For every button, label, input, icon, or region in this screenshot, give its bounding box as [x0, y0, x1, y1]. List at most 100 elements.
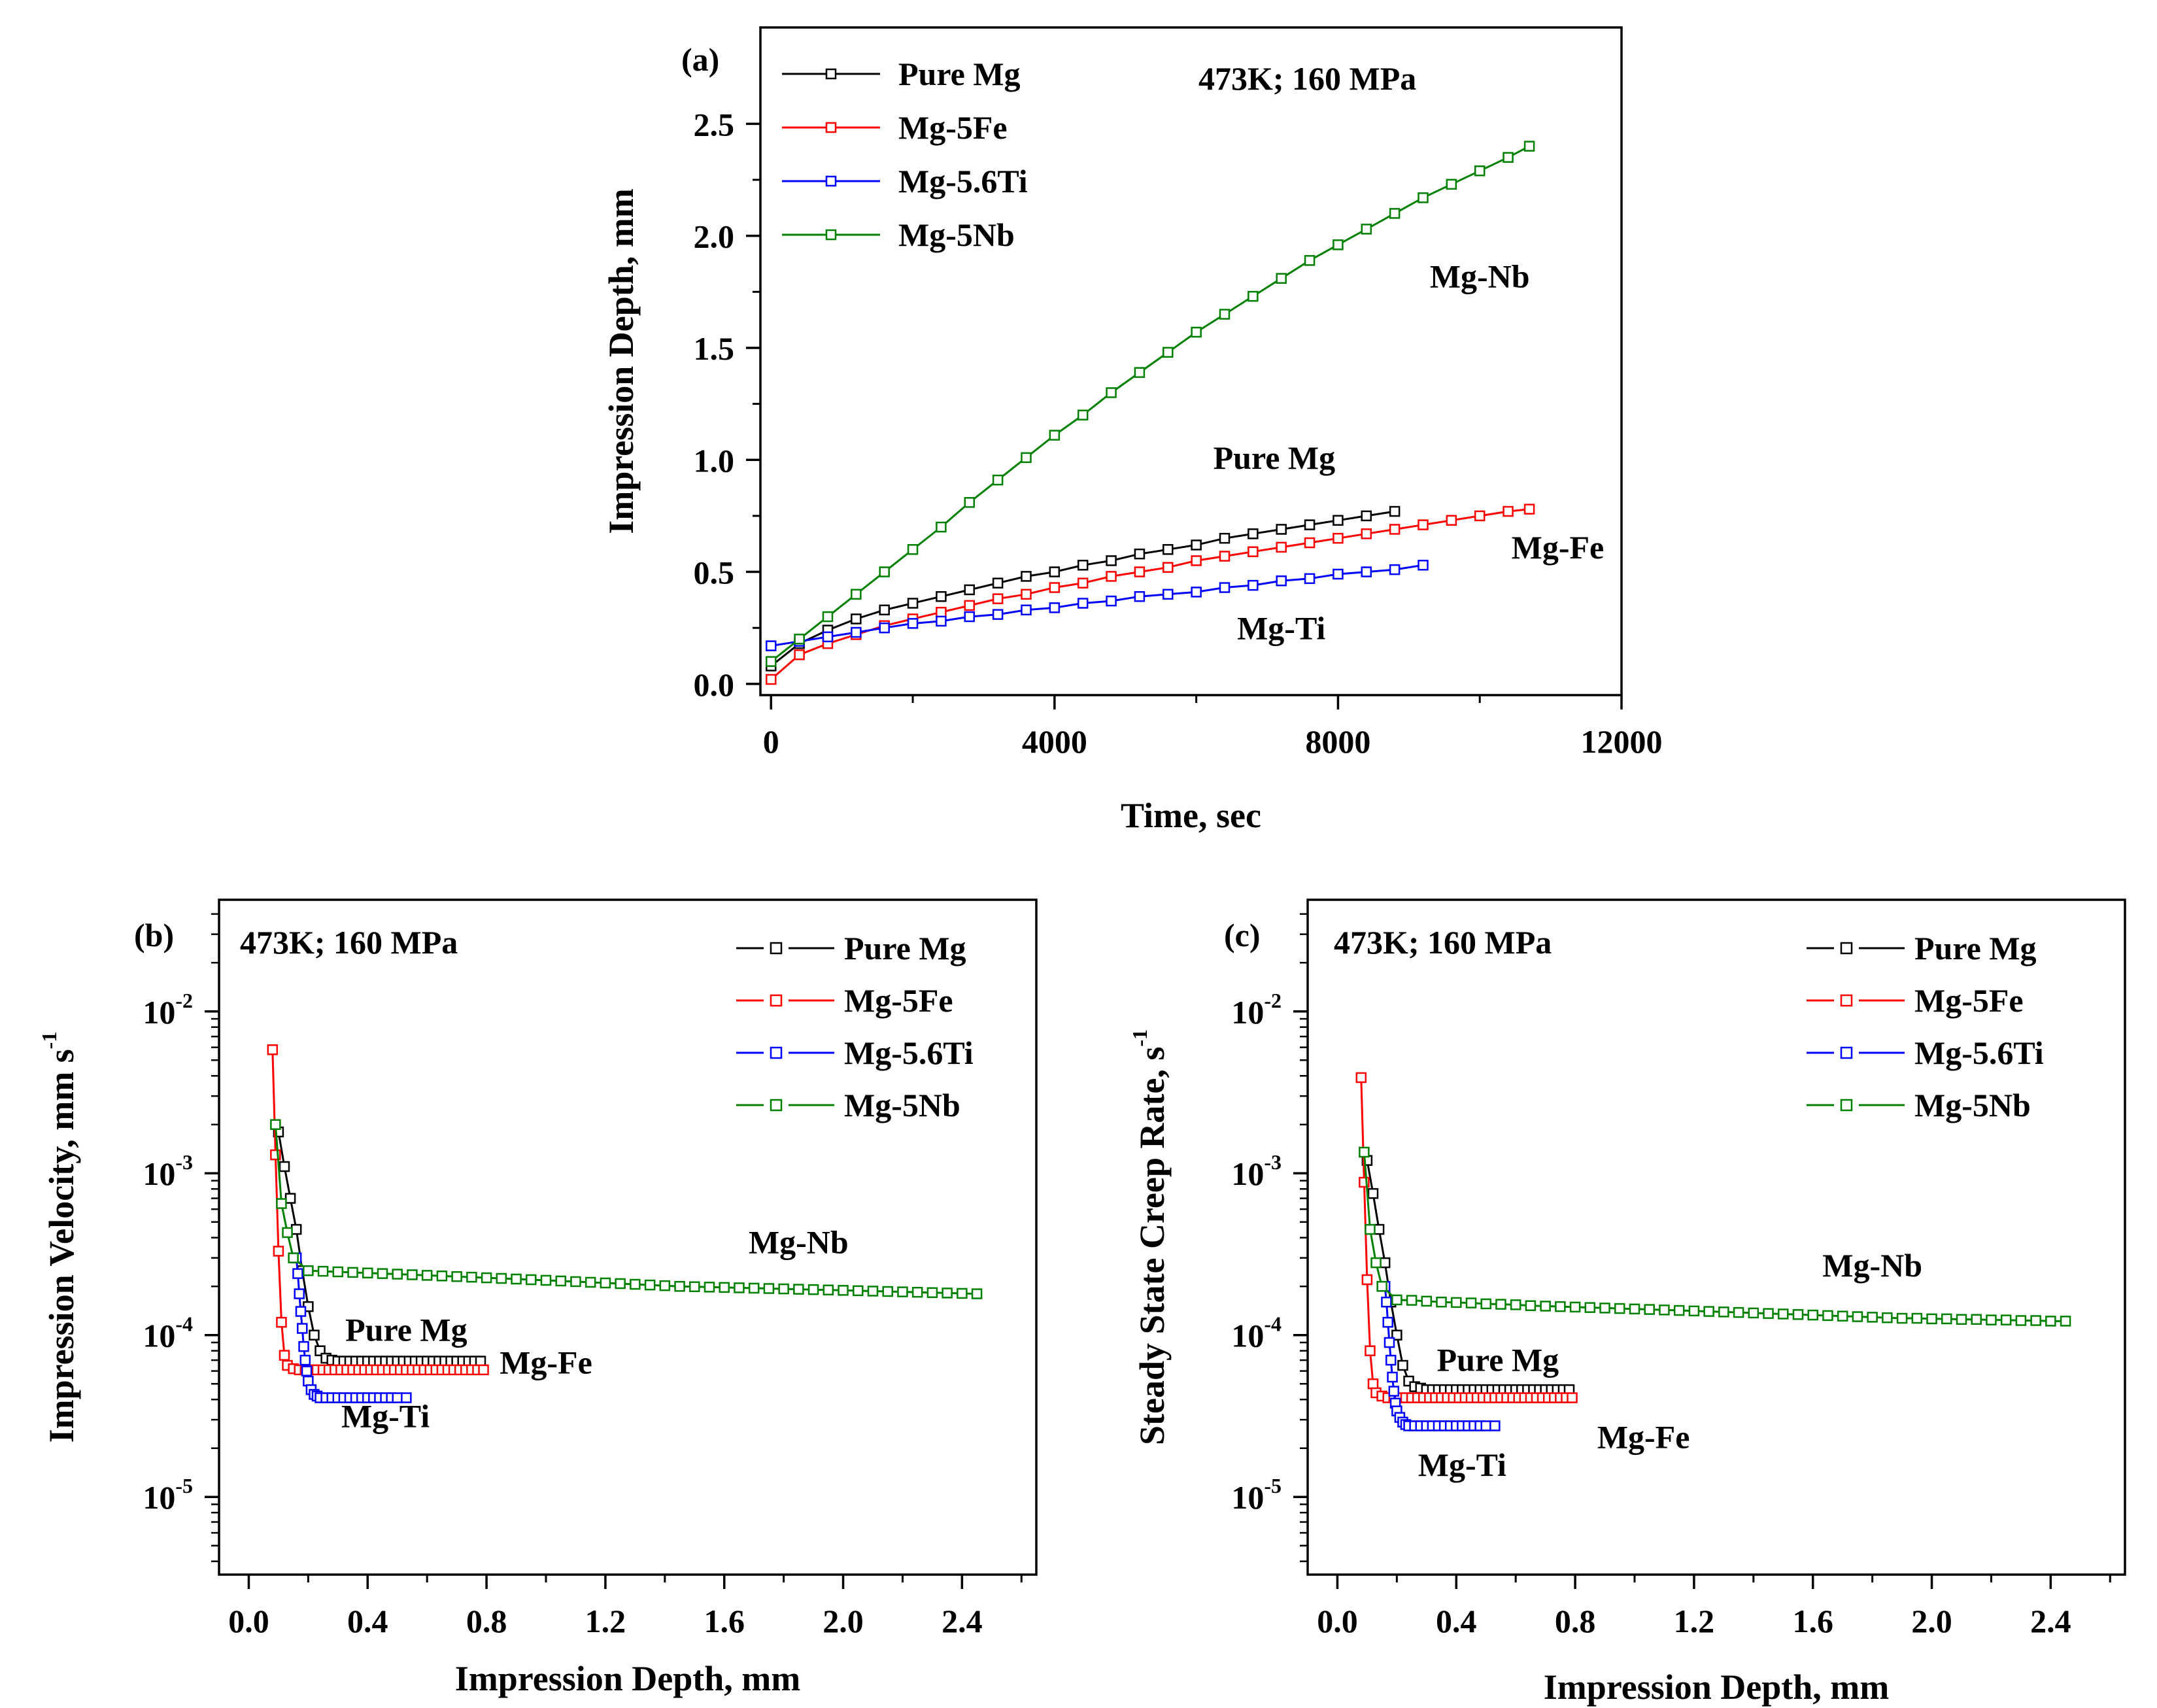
x-tick-label: 0.4 — [347, 1603, 388, 1639]
legend-label-pure-mg: Pure Mg — [844, 930, 966, 966]
data-point-mg-5nb — [1792, 1309, 1804, 1320]
condition-annotation: 473K; 160 MPa — [240, 924, 458, 961]
y-tick-label: 10-3 — [1231, 1150, 1282, 1192]
data-point-mg-5fe — [1365, 1345, 1376, 1356]
data-point-mg-5nb — [2015, 1315, 2027, 1326]
curve-label-mg-nb: Mg-Nb — [1430, 258, 1530, 294]
data-point-mg-5nb — [957, 1288, 968, 1299]
data-point-mg-5nb — [936, 521, 947, 533]
data-point-mg-5fe — [1446, 515, 1457, 526]
curve-label-mg-nb: Mg-Nb — [749, 1224, 849, 1261]
data-point-mg-5fe — [1367, 1378, 1379, 1390]
y-axis-title: Impression Depth, mm — [602, 188, 641, 534]
data-point-mg-5nb — [1077, 409, 1089, 420]
data-point-mg-5nb — [793, 1284, 804, 1295]
data-point-pure-mg — [309, 1329, 320, 1341]
data-point-mg-5-6ti — [298, 1341, 309, 1352]
data-point-mg-5nb — [1882, 1312, 1893, 1324]
data-point-mg-5nb — [1733, 1307, 1744, 1318]
data-point-pure-mg — [1397, 1359, 1408, 1371]
data-point-mg-5nb — [1703, 1306, 1714, 1317]
data-point-mg-5fe — [1333, 532, 1344, 544]
data-point-mg-5nb — [377, 1268, 388, 1279]
data-point-mg-5-6ti — [1134, 590, 1146, 602]
x-tick-label: 1.2 — [585, 1603, 626, 1639]
data-point-mg-5-6ti — [907, 618, 919, 629]
data-point-mg-5fe — [1191, 555, 1202, 566]
data-point-mg-5nb — [1896, 1312, 1908, 1324]
curve-label-mg-ti: Mg-Ti — [1237, 609, 1325, 646]
legend-marker — [825, 68, 837, 80]
data-point-mg-5fe — [1077, 577, 1089, 589]
data-point-mg-5nb — [276, 1198, 287, 1209]
data-point-mg-5-6ti — [1418, 560, 1429, 571]
data-point-mg-5nb — [1134, 367, 1146, 378]
data-point-mg-5-6ti — [851, 626, 862, 638]
data-point-mg-5fe — [1523, 504, 1535, 515]
data-point-mg-5nb — [2000, 1314, 2012, 1325]
data-point-mg-5fe — [1021, 589, 1032, 600]
data-point-mg-5nb — [1446, 179, 1457, 190]
data-point-mg-5nb — [1474, 165, 1486, 177]
data-point-mg-5nb — [1569, 1301, 1581, 1313]
data-point-pure-mg — [279, 1161, 290, 1172]
data-point-mg-5fe — [1389, 524, 1401, 535]
data-point-mg-5fe — [1355, 1072, 1367, 1084]
data-point-mg-5nb — [1748, 1307, 1759, 1319]
data-point-pure-mg — [1191, 539, 1202, 551]
data-point-mg-5nb — [823, 1284, 834, 1295]
data-point-mg-5nb — [392, 1269, 403, 1280]
legend-marker — [825, 175, 837, 187]
data-point-mg-5nb — [421, 1270, 433, 1281]
data-point-pure-mg — [1304, 519, 1316, 530]
data-point-mg-5nb — [1778, 1308, 1789, 1320]
data-point-pure-mg — [1219, 532, 1231, 544]
data-point-mg-5fe — [992, 593, 1004, 604]
legend-label-mg-5fe: Mg-5Fe — [898, 109, 1008, 146]
y-tick-label: 10-2 — [143, 989, 193, 1031]
data-point-mg-5nb — [1867, 1312, 1878, 1323]
data-point-mg-5-6ti — [1382, 1316, 1393, 1328]
legend-marker — [1840, 1099, 1853, 1112]
data-point-pure-mg — [1373, 1223, 1385, 1235]
data-point-mg-5-6ti — [1021, 604, 1032, 616]
data-point-mg-5nb — [1365, 1223, 1376, 1235]
data-point-mg-5nb — [282, 1227, 293, 1238]
data-point-mg-5nb — [1106, 387, 1117, 398]
data-point-mg-5-6ti — [299, 1354, 311, 1366]
data-point-mg-5nb — [748, 1282, 760, 1294]
data-point-mg-5nb — [288, 1252, 299, 1263]
data-point-mg-5-6ti — [301, 1365, 313, 1376]
data-point-mg-5nb — [1763, 1308, 1774, 1319]
data-point-mg-5fe — [1106, 571, 1117, 582]
legend-marker — [770, 1046, 783, 1059]
data-point-mg-5fe — [1418, 519, 1429, 530]
data-point-mg-5-6ti — [1219, 582, 1231, 593]
data-point-mg-5nb — [615, 1278, 626, 1290]
data-point-mg-5-6ti — [1163, 589, 1174, 600]
legend-label-mg-5nb: Mg-5Nb — [898, 216, 1015, 253]
data-point-mg-5fe — [1361, 528, 1372, 539]
curve-label-pure-mg: Pure Mg — [1214, 439, 1336, 476]
y-axis-title: Impression Velocity, mm s-1 — [37, 1032, 81, 1443]
data-point-mg-5-6ti — [822, 631, 834, 643]
data-point-mg-5nb — [807, 1284, 819, 1295]
data-point-mg-5nb — [674, 1280, 685, 1292]
data-point-pure-mg — [879, 604, 890, 616]
data-point-mg-5nb — [897, 1286, 908, 1297]
data-point-mg-5-6ti — [766, 640, 777, 651]
series-line-mg-5nb — [1363, 1152, 2066, 1322]
x-tick-label: 1.2 — [1674, 1603, 1715, 1639]
legend-marker — [825, 229, 837, 241]
data-point-mg-5nb — [1510, 1299, 1521, 1310]
data-point-pure-mg — [964, 584, 976, 596]
y-tick-label: 10-5 — [143, 1474, 193, 1516]
data-point-mg-5nb — [734, 1282, 745, 1293]
data-point-pure-mg — [284, 1193, 296, 1204]
data-point-mg-5fe — [273, 1246, 284, 1257]
data-point-mg-5nb — [644, 1279, 656, 1291]
data-point-mg-5nb — [1986, 1314, 1997, 1325]
data-point-mg-5fe — [267, 1044, 279, 1055]
data-point-pure-mg — [1276, 524, 1287, 535]
